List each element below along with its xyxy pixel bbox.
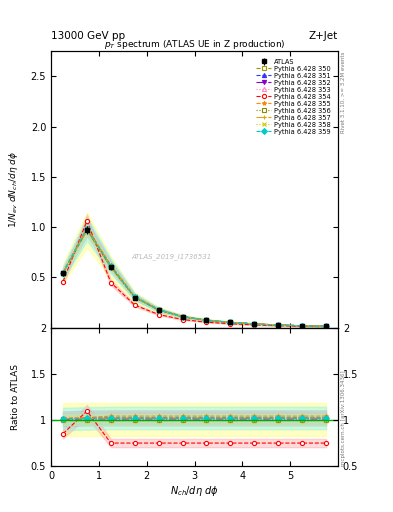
X-axis label: $N_{ch}/d\eta\ d\phi$: $N_{ch}/d\eta\ d\phi$	[170, 483, 219, 498]
Text: Z+Jet: Z+Jet	[309, 31, 338, 41]
Text: ATLAS_2019_I1736531: ATLAS_2019_I1736531	[132, 253, 212, 260]
Y-axis label: Ratio to ATLAS: Ratio to ATLAS	[11, 364, 20, 430]
Text: mcplots.cern.ch [arXiv:1306.3436]: mcplots.cern.ch [arXiv:1306.3436]	[341, 370, 346, 466]
Text: Rivet 3.1.10, >= 3.2M events: Rivet 3.1.10, >= 3.2M events	[341, 51, 346, 133]
Legend: ATLAS, Pythia 6.428 350, Pythia 6.428 351, Pythia 6.428 352, Pythia 6.428 353, P: ATLAS, Pythia 6.428 350, Pythia 6.428 35…	[255, 57, 332, 136]
Title: $p_T$ spectrum (ATLAS UE in Z production): $p_T$ spectrum (ATLAS UE in Z production…	[104, 38, 285, 51]
Text: 13000 GeV pp: 13000 GeV pp	[51, 31, 125, 41]
Y-axis label: $1/N_{ev}$ $dN_{ch}/d\eta\ d\phi$: $1/N_{ev}$ $dN_{ch}/d\eta\ d\phi$	[7, 151, 20, 228]
